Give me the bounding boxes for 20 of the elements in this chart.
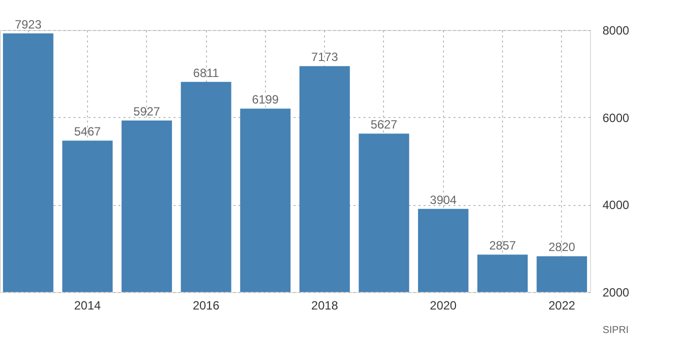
data-label: 5467 <box>74 124 102 139</box>
data-label: 7923 <box>14 17 42 32</box>
data-label: 3904 <box>430 192 457 207</box>
x-tick-label: 2016 <box>192 298 220 312</box>
y-tick-label: 2000 <box>602 286 630 300</box>
data-label: 6811 <box>193 66 220 80</box>
data-label: 2857 <box>489 238 516 253</box>
data-label: 7173 <box>311 50 338 64</box>
data-label: 2820 <box>548 240 576 254</box>
x-tick-label: 2020 <box>430 298 457 312</box>
text: SIPRI <box>602 325 629 336</box>
data-label: 5927 <box>133 104 160 119</box>
x-tick-label: 2014 <box>74 298 102 312</box>
x-tick-label: 2022 <box>548 298 576 312</box>
y-tick-label: 8000 <box>602 24 630 38</box>
data-label: 6199 <box>252 92 280 107</box>
y-tick-label: 6000 <box>602 110 630 125</box>
y-tick-label: 4000 <box>602 198 630 212</box>
data-label: 5627 <box>370 118 398 132</box>
x-tick-label: 2018 <box>311 298 338 312</box>
